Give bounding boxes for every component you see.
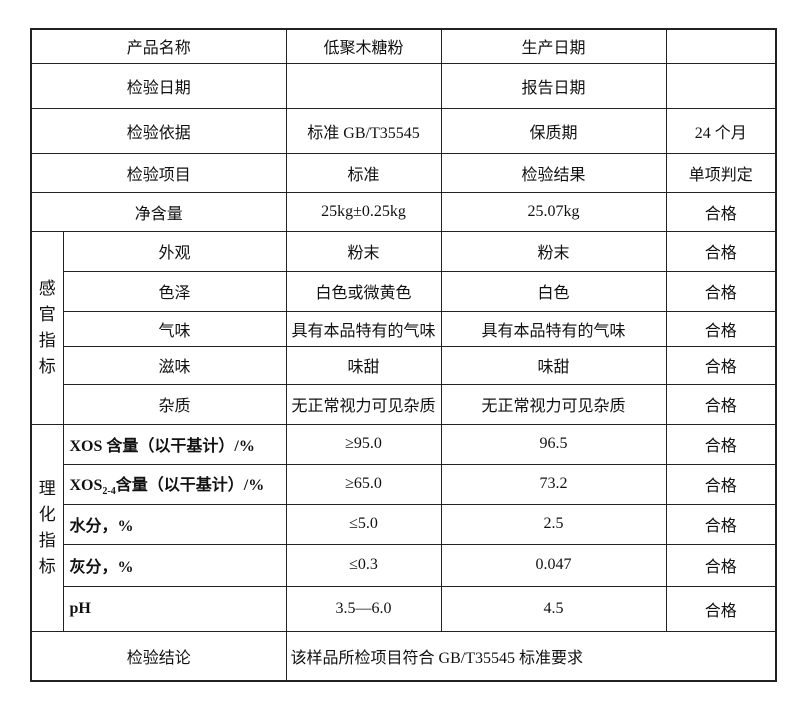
item-post: 含量（以干基计）/%	[115, 476, 265, 494]
product-name-value: 低聚木糖粉	[285, 28, 442, 64]
verdict: 合格	[665, 503, 777, 545]
verdict: 合格	[665, 345, 777, 385]
standard: 具有本品特有的气味	[285, 310, 442, 347]
result: 96.5	[440, 423, 667, 465]
verdict: 合格	[665, 463, 777, 505]
result: 4.5	[440, 585, 667, 632]
inspection-date-value	[285, 62, 442, 109]
basis-label: 检验依据	[30, 107, 287, 154]
item: 灰分，%	[62, 543, 287, 587]
result: 无正常视力可见杂质	[440, 383, 667, 425]
standard: 白色或微黄色	[285, 270, 442, 312]
row-net-content: 净含量 25kg±0.25kg 25.07kg 合格	[30, 191, 777, 232]
item: 水分，%	[62, 503, 287, 545]
inspection-report-table: 产品名称 低聚木糖粉 生产日期 检验日期 报告日期 检验依据 标准 GB/T35…	[30, 28, 778, 682]
table-row: 杂质 无正常视力可见杂质 无正常视力可见杂质 合格	[31, 383, 777, 425]
shelf-life-label: 保质期	[440, 107, 667, 154]
item: pH	[62, 585, 287, 632]
column-header-row: 检验项目 标准 检验结果 单项判定	[30, 152, 777, 193]
result: 味甜	[440, 345, 667, 385]
item: 气味	[62, 310, 287, 347]
verdict: 合格	[665, 270, 777, 312]
item: 色泽	[62, 270, 287, 312]
physchem-group-label: 理化指标	[30, 423, 64, 632]
col-item: 检验项目	[30, 152, 287, 193]
standard: ≤0.3	[285, 543, 442, 587]
standard: 粉末	[285, 230, 442, 272]
row-dates: 检验日期 报告日期	[30, 62, 777, 109]
result: 2.5	[440, 503, 667, 545]
standard: ≤5.0	[285, 503, 442, 545]
standard: ≥95.0	[285, 423, 442, 465]
conclusion-text: 该样品所检项目符合 GB/T35545 标准要求	[285, 630, 777, 682]
item: 滋味	[62, 345, 287, 385]
report-date-label: 报告日期	[440, 62, 667, 109]
table-row: 滋味 味甜 味甜 合格	[31, 345, 777, 385]
item: XOS 含量（以干基计）/%	[62, 423, 287, 465]
conclusion-row: 检验结论 该样品所检项目符合 GB/T35545 标准要求	[30, 630, 777, 682]
row-basis: 检验依据 标准 GB/T35545 保质期 24 个月	[30, 107, 777, 154]
standard: 25kg±0.25kg	[285, 191, 442, 232]
item: 杂质	[62, 383, 287, 425]
table-row: 气味 具有本品特有的气味 具有本品特有的气味 合格	[31, 310, 777, 347]
production-date-value	[665, 28, 777, 64]
table-row: 理化指标 XOS 含量（以干基计）/% ≥95.0 96.5 合格	[30, 423, 777, 632]
verdict: 合格	[665, 230, 777, 272]
inspection-date-label: 检验日期	[30, 62, 287, 109]
standard: 无正常视力可见杂质	[285, 383, 442, 425]
result: 具有本品特有的气味	[440, 310, 667, 347]
result: 25.07kg	[440, 191, 667, 232]
item: 净含量	[30, 191, 287, 232]
item: XOS2-4含量（以干基计）/%	[62, 463, 287, 505]
item-subscript: 2-4	[102, 486, 116, 498]
verdict: 合格	[665, 585, 777, 632]
standard: 3.5—6.0	[285, 585, 442, 632]
table-row: pH 3.5—6.0 4.5 合格	[31, 585, 777, 632]
col-standard: 标准	[285, 152, 442, 193]
basis-value: 标准 GB/T35545	[285, 107, 442, 154]
verdict: 合格	[665, 543, 777, 587]
item-pre: XOS	[69, 476, 103, 494]
table-row: 色泽 白色或微黄色 白色 合格	[31, 270, 777, 312]
verdict: 合格	[665, 383, 777, 425]
table-row: XOS2-4含量（以干基计）/% ≥65.0 73.2 合格	[31, 463, 777, 505]
table-row: 灰分，% ≤0.3 0.047 合格	[31, 543, 777, 587]
shelf-life-value: 24 个月	[665, 107, 777, 154]
conclusion-label: 检验结论	[30, 630, 287, 682]
verdict: 合格	[665, 423, 777, 465]
item: 外观	[62, 230, 287, 272]
table-row: 水分，% ≤5.0 2.5 合格	[31, 503, 777, 545]
standard: 味甜	[285, 345, 442, 385]
result: 73.2	[440, 463, 667, 505]
row-product-name: 产品名称 低聚木糖粉 生产日期	[30, 28, 777, 64]
standard: ≥65.0	[285, 463, 442, 505]
product-name-label: 产品名称	[30, 28, 287, 64]
sensory-group-label: 感官指标	[30, 230, 64, 425]
result: 粉末	[440, 230, 667, 272]
result: 白色	[440, 270, 667, 312]
verdict: 合格	[665, 191, 777, 232]
verdict: 合格	[665, 310, 777, 347]
production-date-label: 生产日期	[440, 28, 667, 64]
result: 0.047	[440, 543, 667, 587]
table-row: 感官指标 外观 粉末 粉末 合格	[30, 230, 777, 425]
report-date-value	[665, 62, 777, 109]
col-result: 检验结果	[440, 152, 667, 193]
col-verdict: 单项判定	[665, 152, 777, 193]
